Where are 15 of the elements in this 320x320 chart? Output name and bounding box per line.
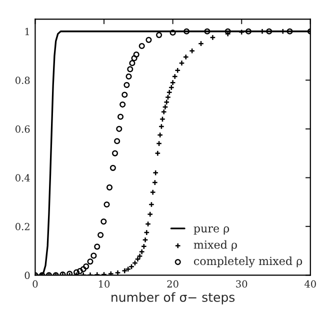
x-tick-label: 0: [32, 280, 38, 288]
x-tick-label: 20: [167, 280, 178, 288]
legend-label: pure ρ: [194, 226, 230, 235]
legend-label: mixed ρ: [194, 240, 237, 251]
x-axis-title: number of σ− steps: [112, 292, 235, 304]
x-tick-label: 10: [99, 280, 110, 288]
y-tick-label: 0.8: [16, 76, 30, 84]
y-tick-label: 0.6: [16, 125, 30, 133]
x-tick-label: 30: [236, 280, 248, 288]
legend-label: completely mixed ρ: [194, 256, 302, 268]
y-tick-label: 0: [24, 272, 30, 280]
y-tick-label: 0.4: [16, 174, 30, 182]
x-tick-label: 40: [304, 280, 316, 288]
y-tick-label: 0.2: [16, 222, 30, 230]
y-tick-label: 1: [25, 28, 29, 36]
